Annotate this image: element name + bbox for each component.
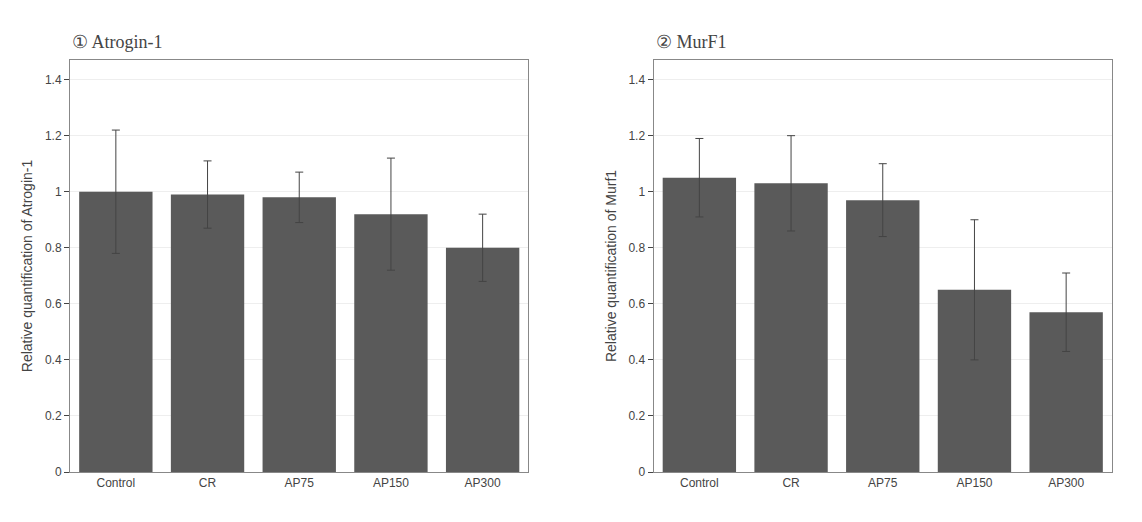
svg-text:AP75: AP75 <box>868 476 898 490</box>
svg-text:1: 1 <box>638 185 645 199</box>
svg-text:AP300: AP300 <box>1048 476 1084 490</box>
svg-text:AP150: AP150 <box>373 476 409 490</box>
svg-text:Relative quantification of Atr: Relative quantification of Atrogin-1 <box>19 160 35 373</box>
svg-text:CR: CR <box>199 476 217 490</box>
svg-text:0: 0 <box>55 465 62 479</box>
svg-text:0.2: 0.2 <box>628 409 645 423</box>
svg-text:② MurF1: ② MurF1 <box>656 32 727 52</box>
svg-text:0.8: 0.8 <box>628 241 645 255</box>
svg-text:1.2: 1.2 <box>628 129 645 143</box>
svg-text:AP300: AP300 <box>465 476 501 490</box>
svg-text:1.4: 1.4 <box>45 73 62 87</box>
svg-text:1: 1 <box>55 185 62 199</box>
svg-text:0.6: 0.6 <box>45 297 62 311</box>
svg-text:Relative quantification of Mur: Relative quantification of Murf1 <box>603 170 619 362</box>
svg-text:0.4: 0.4 <box>45 353 62 367</box>
svg-text:1.4: 1.4 <box>628 73 645 87</box>
svg-text:AP150: AP150 <box>956 476 992 490</box>
svg-text:0.2: 0.2 <box>45 409 62 423</box>
svg-text:0.6: 0.6 <box>628 297 645 311</box>
svg-text:0.8: 0.8 <box>45 241 62 255</box>
svg-text:AP75: AP75 <box>285 476 315 490</box>
svg-text:0.4: 0.4 <box>628 353 645 367</box>
svg-text:1.2: 1.2 <box>45 129 62 143</box>
svg-text:Control: Control <box>97 476 136 490</box>
svg-text:CR: CR <box>782 476 800 490</box>
svg-text:Control: Control <box>680 476 719 490</box>
svg-text:① Atrogin-1: ① Atrogin-1 <box>72 32 163 52</box>
svg-text:0: 0 <box>638 465 645 479</box>
